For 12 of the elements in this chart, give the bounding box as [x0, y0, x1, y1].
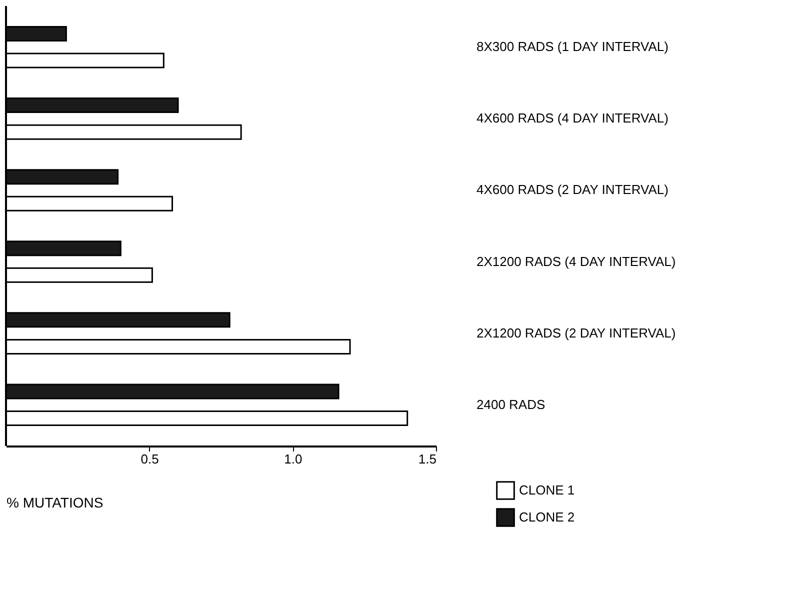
legend-label: CLONE 1: [519, 482, 575, 498]
y-tick-label: 2400 RADS: [476, 396, 546, 412]
y-tick-label: 2X1200 RADS (2 DAY INTERVAL): [476, 325, 676, 340]
y-tick-label: 8X300 RADS (1 DAY INTERVAL): [476, 39, 668, 54]
x-tick-label: 1.5: [418, 452, 436, 466]
y-tick-label: 4X600 RADS (2 DAY INTERVAL): [476, 182, 668, 198]
x-axis-title: % MUTATIONS: [6, 494, 104, 510]
y-tick-label: 2X1200 RADS (4 DAY INTERVAL): [476, 254, 676, 269]
y-tick-label: 4X600 RADS (4 DAY INTERVAL): [476, 110, 668, 126]
x-tick-label: 1.0: [284, 452, 302, 466]
legend-label: CLONE 2: [519, 510, 575, 524]
x-tick-label: 0.5: [140, 452, 159, 466]
